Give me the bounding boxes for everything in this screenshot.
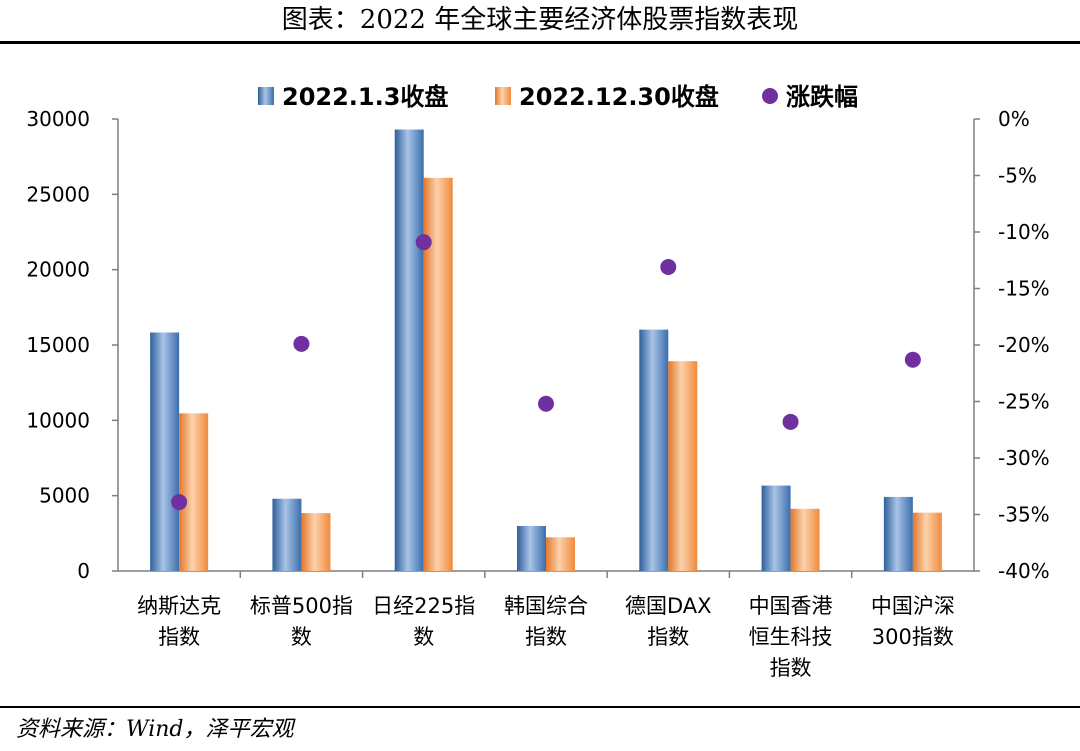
left-tick-label: 5000 (39, 484, 90, 508)
left-tick-label: 10000 (26, 408, 90, 432)
category-label: 韩国综合 (504, 594, 588, 618)
bar-2022-12-30 (790, 508, 820, 571)
legend-label: 2022.1.3收盘 (282, 83, 448, 111)
change-dot (538, 395, 554, 412)
legend-marker-end (495, 87, 511, 105)
title-underline (0, 41, 1080, 44)
left-tick-label: 30000 (26, 107, 90, 131)
legend: 2022.1.3收盘 2022.12.30收盘 涨跌幅 (258, 83, 858, 111)
legend-marker-change (762, 88, 778, 104)
category-label: 标普500指 (250, 594, 353, 618)
category-label: 指数 (525, 625, 567, 649)
category-label: 纳斯达克 (137, 594, 221, 618)
bar-2022-12-30 (546, 537, 575, 571)
bar-2022-12-30 (912, 512, 942, 571)
chart-title: 图表：2022 年全球主要经济体股票指数表现 (281, 5, 799, 35)
legend-label: 涨跌幅 (786, 83, 858, 111)
category-label: 日经225指 (372, 594, 475, 618)
change-dot (904, 351, 921, 368)
bar-2022-12-30 (179, 413, 209, 571)
right-tick-label: -5% (998, 164, 1037, 188)
bar-2022-01-03 (883, 496, 913, 571)
bar-2022-01-03 (517, 525, 546, 571)
category-label: 恒生科技 (749, 625, 833, 649)
bar-2022-01-03 (639, 329, 669, 571)
bar-2022-01-03 (394, 129, 424, 571)
left-tick-label: 25000 (26, 182, 90, 206)
right-tick-label: -25% (998, 390, 1050, 414)
legend-marker-start (258, 87, 274, 105)
bar-2022-01-03 (761, 485, 791, 571)
right-tick-label: -30% (998, 446, 1050, 470)
legend-label: 2022.12.30收盘 (519, 83, 719, 111)
category-label: 德国DAX (625, 594, 712, 618)
footer-rule (0, 706, 1080, 708)
category-label: 指数 (647, 625, 689, 649)
change-dots (171, 234, 921, 511)
right-tick-label: 0% (998, 107, 1030, 131)
change-dot (782, 413, 799, 430)
bar-2022-12-30 (668, 361, 698, 571)
axes: 0 5000 10000 15000 20000 25000 30000 0% -5% -10% -… (26, 107, 1049, 583)
right-tick-label: -15% (998, 277, 1050, 301)
bar-2022-12-30 (301, 513, 331, 571)
category-label: 指数 (770, 656, 812, 680)
category-label: 数 (291, 625, 312, 649)
category-label: 中国沪深 (871, 594, 955, 618)
change-dot (293, 335, 310, 352)
source-note: 资料来源：Wind，泽平宏观 (16, 717, 294, 742)
category-label: 300指数 (872, 625, 954, 649)
left-tick-label: 0 (77, 559, 90, 583)
bars (150, 129, 942, 571)
category-labels: 纳斯达克指数标普500指数日经225指数韩国综合指数德国DAX指数中国香港恒生科… (137, 594, 955, 680)
left-tick-label: 20000 (26, 258, 90, 282)
bar-2022-01-03 (272, 498, 302, 571)
change-dot (415, 234, 432, 251)
category-label: 数 (413, 625, 434, 649)
change-dot (171, 494, 188, 511)
chart-area: 2022.1.3收盘 2022.12.30收盘 涨跌幅 0 5000 10000 1500… (26, 83, 1049, 680)
change-dot (660, 259, 677, 276)
bar-2022-01-03 (150, 332, 180, 571)
left-tick-label: 15000 (26, 333, 90, 357)
right-tick-label: -10% (998, 220, 1050, 244)
right-tick-label: -20% (998, 333, 1050, 357)
right-tick-label: -40% (998, 559, 1050, 583)
category-label: 指数 (158, 625, 200, 649)
category-label: 中国香港 (749, 594, 833, 618)
right-tick-label: -35% (998, 503, 1050, 527)
